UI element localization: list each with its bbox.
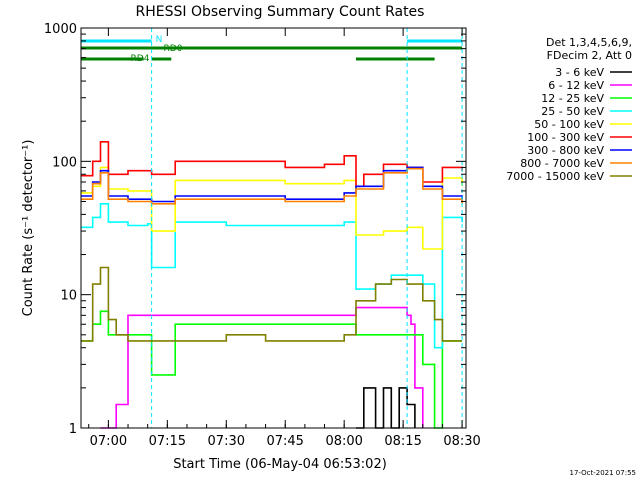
legend-label-1: 6 - 12 keV bbox=[548, 79, 604, 92]
series-line-2 bbox=[81, 310, 463, 429]
legend-header-line-1: Det 1,3,4,5,6,9, bbox=[546, 36, 632, 49]
x-tick-label-6: 08:30 bbox=[443, 434, 480, 449]
plot-frame bbox=[80, 27, 467, 429]
series-line-7 bbox=[81, 167, 463, 205]
legend-label-2: 12 - 25 keV bbox=[541, 92, 604, 105]
series-line-3 bbox=[81, 203, 463, 349]
flag-label-rd0: RD0 bbox=[164, 44, 183, 54]
y-tick-label-0: 1 bbox=[69, 422, 77, 437]
x-tick-label-1: 07:15 bbox=[149, 434, 186, 449]
legend-label-6: 300 - 800 keV bbox=[527, 144, 604, 157]
x-tick-label-4: 08:00 bbox=[325, 434, 362, 449]
y-tick-label-2: 100 bbox=[52, 155, 77, 170]
series-line-8 bbox=[81, 266, 463, 342]
legend-label-0: 3 - 6 keV bbox=[555, 66, 604, 79]
legend-label-5: 100 - 300 keV bbox=[527, 131, 604, 144]
y-tick-label-1: 10 bbox=[60, 289, 77, 304]
night-markers bbox=[151, 28, 463, 428]
legend-label-7: 800 - 7000 keV bbox=[520, 157, 604, 170]
footer-date: 17-Oct-2021 07:55 bbox=[570, 469, 636, 477]
x-tick-label-5: 08:15 bbox=[384, 434, 421, 449]
x-axis-label: Start Time (06-May-04 06:53:02) bbox=[173, 457, 387, 472]
y-tick-label-3: 1000 bbox=[44, 22, 77, 37]
x-tick-label-0: 07:00 bbox=[90, 434, 127, 449]
flag-label-n: N bbox=[156, 35, 163, 45]
legend-label-8: 7000 - 15000 keV bbox=[506, 170, 604, 183]
series-line-1 bbox=[100, 306, 424, 429]
axes: 07:00 07:15 07:30 07:45 08:00 08:15 08:30 1 10 10… bbox=[44, 22, 481, 449]
legend-label-4: 50 - 100 keV bbox=[534, 118, 604, 131]
legend-label-3: 25 - 50 keV bbox=[541, 105, 604, 118]
series-line-4 bbox=[81, 166, 463, 250]
y-axis-label: Count Rate (s⁻¹ detector⁻¹) bbox=[21, 140, 36, 317]
x-tick-label-3: 07:45 bbox=[266, 434, 303, 449]
series-lines bbox=[81, 141, 463, 429]
x-tick-label-2: 07:30 bbox=[208, 434, 245, 449]
chart-title: RHESSI Observing Summary Count Rates bbox=[136, 4, 425, 20]
flag-label-rd4: RD4 bbox=[131, 54, 150, 64]
legend: Det 1,3,4,5,6,9, FDecim 2, Att 0 3 - 6 k… bbox=[506, 36, 632, 183]
legend-header-line-2: FDecim 2, Att 0 bbox=[547, 49, 632, 62]
series-line-0 bbox=[356, 387, 416, 429]
